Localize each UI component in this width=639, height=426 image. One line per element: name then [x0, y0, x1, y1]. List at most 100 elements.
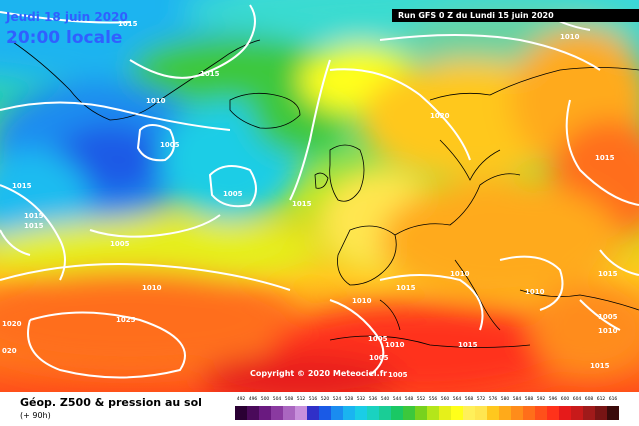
- scale-swatch: [271, 406, 283, 420]
- isobar-label: 1005: [368, 335, 388, 343]
- forecast-date: Jeudi 18 juin 2020: [6, 10, 128, 24]
- scale-swatch: [295, 406, 307, 420]
- scale-tick-label: 540: [380, 397, 390, 402]
- legend-bar: Géop. Z500 & pression au sol (+ 90h) 492…: [0, 392, 639, 426]
- scale-swatch: [403, 406, 415, 420]
- isobar-label: 1005: [388, 371, 408, 379]
- scale-swatch: [415, 406, 427, 420]
- isobar-label: 1015: [598, 270, 618, 278]
- pressure-map: 1015 1010 1015 1010 1005 1005 1015 1015 …: [0, 0, 639, 392]
- scale-tick-label: 580: [500, 397, 510, 402]
- forecast-time: 20:00 locale: [6, 28, 123, 48]
- chart-title: Géop. Z500 & pression au sol: [20, 396, 202, 409]
- isobar-label: 1010: [525, 288, 545, 296]
- forecast-offset: (+ 90h): [20, 411, 51, 420]
- scale-swatch: [391, 406, 403, 420]
- isobar-labels: 1015 1010 1015 1010 1005 1005 1015 1015 …: [2, 20, 618, 379]
- scale-tick-label: 528: [344, 397, 354, 402]
- scale-swatch: [307, 406, 319, 420]
- scale-swatch: [451, 406, 463, 420]
- isobar-label: 1010: [385, 341, 405, 349]
- scale-tick-label: 576: [488, 397, 498, 402]
- scale-swatch: [535, 406, 547, 420]
- isobar-label: 1015: [595, 154, 615, 162]
- isobar-label: 1015: [458, 341, 478, 349]
- isobar-label: 1005: [369, 354, 389, 362]
- scale-tick-label: 592: [536, 397, 546, 402]
- isobar-label: 1020: [430, 112, 450, 120]
- isobar-label: 1010: [450, 270, 470, 278]
- scale-swatch: [499, 406, 511, 420]
- scale-tick-label: 544: [392, 397, 402, 402]
- scale-swatch: [343, 406, 355, 420]
- isobar-label: 1005: [598, 313, 618, 321]
- scale-swatch: [367, 406, 379, 420]
- scale-swatch: [547, 406, 559, 420]
- scale-tick-label: 492: [236, 397, 246, 402]
- isobar-label: 1015: [24, 212, 44, 220]
- isobar-label: 1015: [12, 182, 32, 190]
- isobar-label: 1015: [118, 20, 138, 28]
- scale-swatch: [379, 406, 391, 420]
- isobar-label: 1005: [160, 141, 180, 149]
- model-run-label: Run GFS 0 Z du Lundi 15 juin 2020: [392, 9, 639, 22]
- scale-tick-label: 524: [332, 397, 342, 402]
- scale-tick-label: 548: [404, 397, 414, 402]
- isobars: [0, 4, 639, 379]
- scale-tick-label: 500: [260, 397, 270, 402]
- scale-tick-label: 560: [440, 397, 450, 402]
- isobar-label: 1015: [590, 362, 610, 370]
- scale-swatch: [247, 406, 259, 420]
- scale-tick-label: 564: [452, 397, 462, 402]
- copyright-notice: Copyright © 2020 Meteociel.fr: [250, 369, 388, 378]
- scale-tick-label: 552: [416, 397, 426, 402]
- scale-swatch: [235, 406, 247, 420]
- isobar-label: 1010: [598, 327, 618, 335]
- scale-swatch: [427, 406, 439, 420]
- scale-swatch: [259, 406, 271, 420]
- scale-tick-label: 536: [368, 397, 378, 402]
- isobar-label: 1010: [352, 297, 372, 305]
- isobar-label: 1005: [110, 240, 130, 248]
- scale-tick-label: 516: [308, 397, 318, 402]
- scale-swatch: [475, 406, 487, 420]
- scale-swatch: [571, 406, 583, 420]
- scale-tick-label: 572: [476, 397, 486, 402]
- scale-swatch: [283, 406, 295, 420]
- scale-swatch: [523, 406, 535, 420]
- scale-tick-label: 600: [560, 397, 570, 402]
- scale-tick-label: 496: [248, 397, 258, 402]
- isobar-label: 1010: [142, 284, 162, 292]
- isobar-label: 020: [2, 347, 17, 355]
- scale-tick-label: 512: [296, 397, 306, 402]
- geopotential-bands: [0, 0, 639, 392]
- isobar-label: 1010: [146, 97, 166, 105]
- scale-swatch: [463, 406, 475, 420]
- scale-tick-label: 556: [428, 397, 438, 402]
- scale-swatch: [439, 406, 451, 420]
- scale-tick-label: 504: [272, 397, 282, 402]
- scale-swatch: [595, 406, 607, 420]
- isobar-label: 1015: [292, 200, 312, 208]
- scale-tick-label: 568: [464, 397, 474, 402]
- isobar-label: 1015: [396, 284, 416, 292]
- scale-swatch: [331, 406, 343, 420]
- scale-swatch: [607, 406, 619, 420]
- scale-tick-label: 612: [596, 397, 606, 402]
- scale-swatch: [487, 406, 499, 420]
- scale-swatch: [319, 406, 331, 420]
- scale-tick-label: 508: [284, 397, 294, 402]
- isobar-label: 1015: [24, 222, 44, 230]
- scale-swatch: [355, 406, 367, 420]
- scale-tick-label: 616: [608, 397, 618, 402]
- scale-swatch: [583, 406, 595, 420]
- scale-tick-label: 604: [572, 397, 582, 402]
- scale-tick-label: 532: [356, 397, 366, 402]
- isobar-label: 1025: [116, 316, 136, 324]
- isobar-label: 1020: [2, 320, 22, 328]
- color-scale: 492 496 500 504 508 512 516 520 524 528 532 536 540 5…: [235, 397, 625, 425]
- isobar-label: 1010: [560, 33, 580, 41]
- scale-tick-label: 596: [548, 397, 558, 402]
- scale-swatch: [511, 406, 523, 420]
